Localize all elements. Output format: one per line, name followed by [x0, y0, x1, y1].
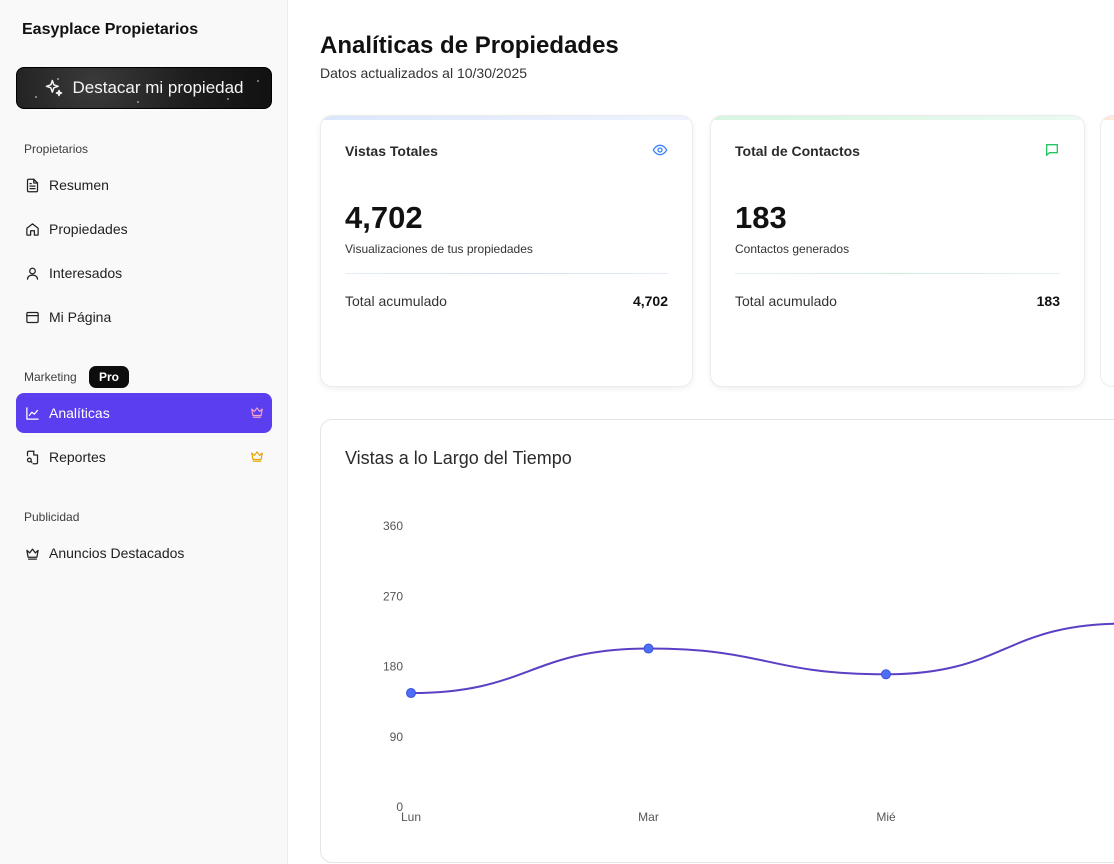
- sidebar-item-label: Interesados: [49, 265, 123, 281]
- home-icon: [24, 221, 40, 237]
- card-description: Contactos generados: [735, 242, 850, 256]
- crown-icon: [250, 405, 264, 419]
- message-icon: [1044, 142, 1060, 158]
- chart-title: Vistas a lo Largo del Tiempo: [345, 448, 572, 468]
- sidebar-item-interesados[interactable]: Interesados: [16, 253, 272, 293]
- stat-card-views: Vistas Totales 4,702 Visualizaciones de …: [320, 115, 693, 387]
- sidebar-item-label: Analíticas: [49, 405, 110, 421]
- card-footer-value: 183: [1036, 293, 1060, 309]
- user-icon: [24, 265, 40, 281]
- page-title: Analíticas de Propiedades: [320, 32, 619, 59]
- eye-icon: [652, 142, 668, 158]
- x-tick-label: Mié: [876, 810, 896, 824]
- sidebar-item-label: Propiedades: [49, 221, 128, 237]
- sidebar-item-propiedades[interactable]: Propiedades: [16, 209, 272, 249]
- brand-title: Easyplace Propietarios: [22, 21, 199, 38]
- feature-property-button[interactable]: Destacar mi propiedad: [16, 67, 272, 109]
- section-label-publicidad: Publicidad: [24, 510, 80, 524]
- card-footer-value: 4,702: [632, 293, 668, 309]
- y-tick-label: 360: [383, 519, 403, 533]
- crown-icon: [250, 449, 264, 463]
- pro-badge: Pro: [89, 366, 130, 388]
- views-chart-card: Vistas a lo Largo del Tiempo 0 90 180 270 36…: [320, 419, 1114, 863]
- browser-window-icon: [24, 309, 40, 325]
- card-value: 4,702: [345, 200, 423, 235]
- y-tick-label: 0: [396, 800, 403, 814]
- card-accent-bar: [321, 116, 692, 120]
- sidebar-item-reportes[interactable]: Reportes: [16, 437, 272, 477]
- y-tick-label: 270: [383, 589, 403, 603]
- card-title: Total de Contactos: [735, 143, 860, 159]
- line-chart-icon: [24, 405, 40, 421]
- sidebar-item-label: Resumen: [49, 177, 109, 193]
- y-tick-label: 90: [390, 730, 404, 744]
- data-point[interactable]: [643, 643, 654, 654]
- card-title: Vistas Totales: [345, 143, 438, 159]
- series-line: [410, 622, 1114, 695]
- data-point[interactable]: [406, 688, 416, 699]
- sparkles-icon: [44, 78, 64, 98]
- crown-icon: [24, 545, 40, 561]
- data-point[interactable]: [881, 669, 891, 680]
- card-accent-bar: [1101, 116, 1114, 120]
- sidebar-item-analiticas[interactable]: Analíticas: [16, 393, 272, 433]
- sidebar-item-resumen[interactable]: Resumen: [16, 165, 272, 205]
- y-tick-label: 180: [383, 660, 403, 674]
- x-tick-label: Mar: [638, 810, 659, 824]
- file-search-icon: [24, 449, 40, 465]
- sidebar-item-label: Anuncios Destacados: [49, 545, 185, 561]
- page-subtitle: Datos actualizados al 10/30/2025: [320, 65, 528, 81]
- feature-property-label: Destacar mi propiedad: [72, 78, 244, 97]
- section-label-propietarios: Propietarios: [24, 142, 89, 156]
- stat-card-partial: [1100, 115, 1114, 387]
- sidebar: Easyplace Propietarios Destacar mi propi…: [0, 0, 288, 864]
- card-divider: [345, 273, 668, 274]
- section-label-marketing: Marketing: [24, 370, 77, 384]
- card-accent-bar: [711, 116, 1084, 120]
- views-line-chart: 0 90 180 270 360 Lun Mar Mié: [383, 519, 1114, 824]
- document-icon: [24, 177, 40, 193]
- sidebar-item-anuncios-destacados[interactable]: Anuncios Destacados: [16, 533, 272, 573]
- stat-card-contacts: Total de Contactos 183 Contactos generad…: [710, 115, 1085, 387]
- sidebar-item-label: Mi Página: [49, 309, 112, 325]
- card-description: Visualizaciones de tus propiedades: [345, 242, 533, 256]
- sidebar-item-mi-pagina[interactable]: Mi Página: [16, 297, 272, 337]
- card-divider: [735, 273, 1060, 274]
- card-value: 183: [735, 200, 787, 235]
- card-footer-label: Total acumulado: [345, 293, 447, 309]
- card-footer-label: Total acumulado: [735, 293, 837, 309]
- sidebar-item-label: Reportes: [49, 449, 106, 465]
- x-tick-label: Lun: [401, 810, 421, 824]
